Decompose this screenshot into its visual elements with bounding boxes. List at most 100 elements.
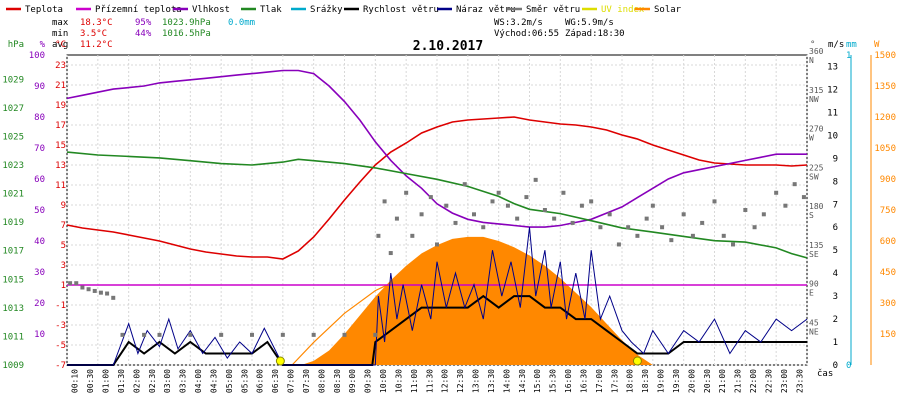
solar-axis-tick-4: 750 [880,206,896,216]
hpa-axis-tick-0: 1009 [2,361,24,371]
stat-sunrise: Východ:06:55 [494,29,559,39]
dir-axis-tick-8: 225 [809,163,824,172]
hpa-axis-tick-6: 1021 [2,190,24,200]
temp-axis-tick-14: 21 [55,81,66,91]
dir-axis-label-0: NE [809,327,819,336]
x-tick-32: 16:00 [564,369,573,393]
dir-axis-tick-0: 45 [809,318,819,327]
marker-sunrise [275,356,285,366]
hum-axis-tick-3: 40 [34,237,45,247]
wind-dir-point-32 [490,199,495,204]
legend-label-3: Tlak [260,5,282,15]
x-tick-31: 15:30 [549,369,558,393]
x-tick-14: 07:00 [287,369,296,393]
wind-axis-tick-13: 13 [827,62,838,72]
temp-axis-tick-12: 17 [55,121,66,131]
wind-dir-point-46 [616,242,621,247]
x-tick-38: 19:00 [657,369,666,393]
wind-dir-point-36 [524,195,529,200]
x-tick-37: 18:30 [641,369,650,393]
wind-dir-point-54 [690,233,695,238]
solar-axis-tick-2: 450 [880,268,896,278]
wind-dir-point-42 [579,203,584,208]
dir-axis-tick-6: 180 [809,202,824,211]
stat-wg: WG:5.9m/s [565,18,614,28]
x-tick-6: 03:00 [163,369,172,393]
wind-axis-tick-10: 10 [827,131,838,141]
x-tick-20: 10:00 [379,369,388,393]
wind-dir-point-35 [515,216,520,221]
wind-dir-point-1 [74,281,79,286]
hpa-axis-tick-9: 1027 [2,104,24,114]
wind-axis-tick-2: 2 [833,315,838,325]
wind-dir-point-48 [635,233,640,238]
x-tick-0: 00:10 [71,369,80,393]
hum-axis-tick-2: 30 [34,268,45,278]
x-tick-18: 09:00 [348,369,357,393]
x-tick-2: 01:00 [102,369,111,393]
series-line-2 [66,151,808,259]
hpa-axis-tick-3: 1015 [2,275,24,285]
wind-dir-point-27 [444,203,449,208]
stat-max-press: 1023.9hPa [162,18,211,28]
series-line-5 [67,227,808,366]
wind-dir-point-49 [644,216,649,221]
axes-layer: hPa1009101110131015101710191021102310251… [2,40,896,371]
wind-axis-unit: m/s [828,40,844,50]
wind-dir-point-3 [86,287,91,292]
x-axis: 00:10 00:30 01:00 01:30 02:00 02:30 03:00 03:30… [71,369,805,393]
rain-axis-tick-0: 0 [846,361,851,371]
dir-axis-tick-4: 135 [809,241,824,250]
stat-avg-temp: 11.2°C [80,40,113,50]
wind-dir-point-58 [731,242,735,247]
temp-axis-tick-5: 3 [61,261,66,271]
solar-theoretical-line [291,268,635,366]
x-tick-4: 02:00 [132,369,141,393]
wind-dir-point-51 [660,225,665,230]
x-tick-27: 13:30 [487,369,496,393]
x-tick-43: 21:30 [734,369,743,393]
hum-axis-tick-8: 90 [34,82,45,92]
wind-dir-point-0 [68,281,73,286]
x-tick-12: 06:00 [256,369,265,393]
dir-axis-label-12: NW [809,95,819,104]
solar-axis-tick-9: 1500 [874,51,896,61]
wind-dir-point-7 [111,295,116,300]
x-tick-36: 18:00 [626,369,635,393]
dir-axis-tick-2: 90 [809,280,819,289]
stat-rain: 0.0mm [228,18,255,28]
series-line-4 [67,294,807,366]
x-tick-25: 12:30 [456,369,465,393]
x-tick-35: 17:30 [610,369,619,393]
legend-label-7: Směr větru [526,5,580,15]
hum-axis-tick-4: 50 [34,206,45,216]
chart-title: 2.10.2017 [413,39,483,54]
wind-dir-point-5 [98,290,103,295]
wind-dir-point-10 [157,332,162,337]
x-tick-5: 02:30 [148,369,157,393]
hum-axis-tick-6: 70 [34,144,45,154]
wind-axis-tick-1: 1 [833,338,838,348]
hpa-axis-tick-5: 1019 [2,218,24,228]
dir-axis-label-6: S [809,211,814,220]
wind-dir-point-40 [561,190,566,195]
temp-axis-tick-6: 5 [61,241,66,251]
solar-axis-tick-7: 1200 [874,113,896,123]
stat-ws: WS:3.2m/s [494,18,543,28]
wind-dir-point-25 [428,195,433,200]
wind-axis-tick-12: 12 [827,85,838,95]
wind-dir-point-24 [419,212,424,217]
marker-sunset [632,356,642,366]
wind-dir-point-2 [80,285,85,290]
wind-dir-point-28 [453,220,458,225]
dir-axis-label-14: N [809,56,814,65]
x-tick-17: 08:30 [333,369,342,393]
wind-axis-tick-7: 7 [833,200,838,210]
x-tick-16: 08:00 [317,369,326,393]
legend-label-9: Solar [654,5,682,15]
wind-dir-point-11 [188,332,193,337]
solar-axis-unit: W [874,40,880,50]
wind-dir-point-57 [721,233,726,238]
wind-dir-point-17 [373,332,378,337]
